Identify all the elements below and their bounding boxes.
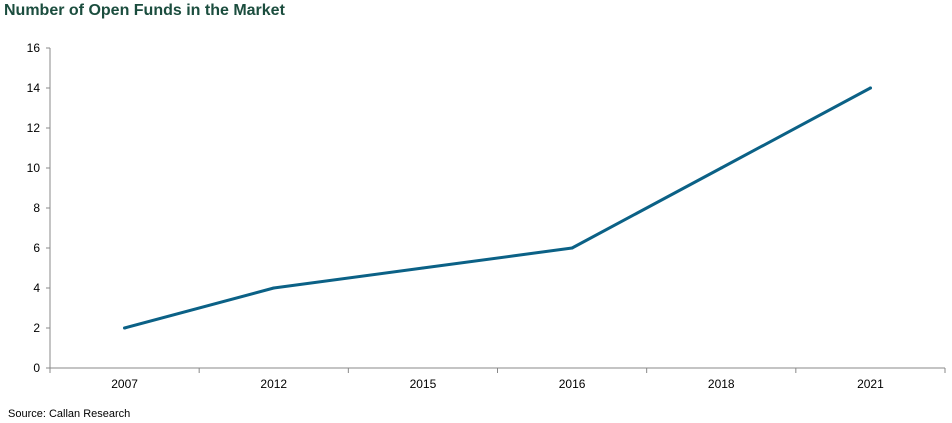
y-tick-label: 16 [27, 41, 41, 55]
data-point [570, 246, 574, 250]
x-axis: 2007 2012 2015 2016 2018 2021 [49, 367, 946, 391]
x-tick-label: 2016 [559, 377, 586, 391]
y-tick-label: 10 [27, 161, 41, 175]
chart-title: Number of Open Funds in the Market [4, 2, 285, 19]
y-tick-label: 2 [33, 321, 40, 335]
y-tick-label: 8 [33, 201, 40, 215]
plot-area [123, 86, 872, 330]
x-tick-label: 2015 [410, 377, 437, 391]
x-tick-label: 2021 [857, 377, 884, 391]
y-axis: 0 2 4 6 8 10 12 14 16 [27, 41, 51, 375]
x-tick-label: 2012 [260, 377, 287, 391]
x-tick-label: 2018 [708, 377, 735, 391]
data-point [421, 266, 425, 270]
y-tick-label: 12 [27, 121, 41, 135]
y-tick-label: 0 [33, 361, 40, 375]
x-tick-label: 2007 [111, 377, 138, 391]
data-point [719, 166, 723, 170]
series-line [123, 86, 872, 330]
y-tick-label: 14 [27, 81, 41, 95]
data-point [123, 326, 127, 330]
y-tick-label: 6 [33, 241, 40, 255]
data-point [868, 86, 872, 90]
y-tick-label: 4 [33, 281, 40, 295]
source-note: Source: Callan Research [8, 408, 131, 420]
data-point [272, 286, 276, 290]
